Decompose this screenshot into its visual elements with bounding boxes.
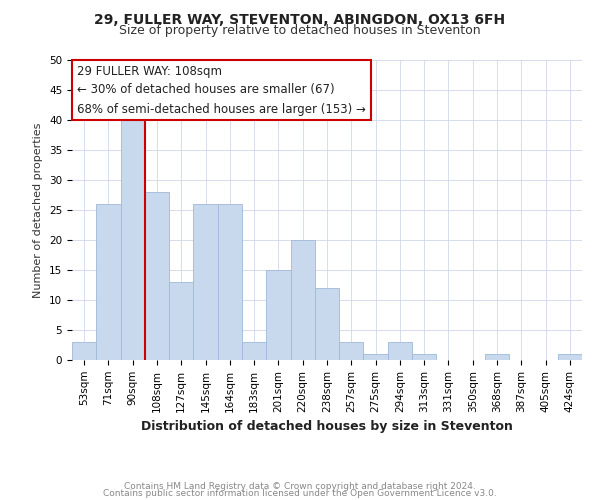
Y-axis label: Number of detached properties: Number of detached properties (34, 122, 43, 298)
Bar (121, 108, 145, 360)
Text: Contains public sector information licensed under the Open Government Licence v3: Contains public sector information licen… (103, 488, 497, 498)
Text: 29, FULLER WAY, STEVENTON, ABINGDON, OX13 6FH: 29, FULLER WAY, STEVENTON, ABINGDON, OX1… (94, 12, 506, 26)
Text: 29 FULLER WAY: 108sqm
← 30% of detached houses are smaller (67)
68% of semi-deta: 29 FULLER WAY: 108sqm ← 30% of detached … (77, 64, 366, 116)
Bar (96, 204, 121, 360)
Bar (145, 192, 169, 360)
Bar (193, 204, 218, 360)
Bar (558, 354, 582, 360)
X-axis label: Distribution of detached houses by size in Steventon: Distribution of detached houses by size … (141, 420, 513, 433)
Bar (218, 204, 242, 360)
Text: Size of property relative to detached houses in Steventon: Size of property relative to detached ho… (119, 24, 481, 37)
Bar (169, 282, 193, 360)
Bar (72, 342, 96, 360)
Bar (412, 354, 436, 360)
Bar (364, 354, 388, 360)
Bar (242, 342, 266, 360)
Bar (339, 342, 364, 360)
Text: Contains HM Land Registry data © Crown copyright and database right 2024.: Contains HM Land Registry data © Crown c… (124, 482, 476, 491)
Bar (485, 354, 509, 360)
Bar (266, 270, 290, 360)
Bar (388, 342, 412, 360)
Bar (290, 240, 315, 360)
Bar (315, 288, 339, 360)
